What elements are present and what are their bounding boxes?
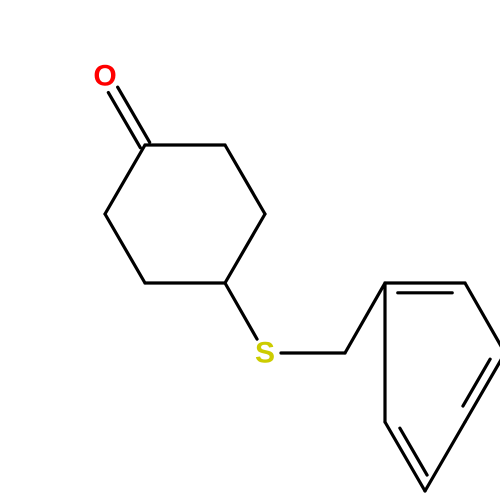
bond-single: [225, 214, 265, 283]
bond-single: [345, 283, 385, 353]
bond-single: [225, 283, 257, 339]
molecule-canvas: OS: [0, 0, 500, 500]
atom-label-s: S: [255, 337, 275, 370]
bonds-group: [105, 87, 500, 491]
bond-double-outer: [385, 422, 425, 491]
bond-single: [225, 145, 265, 214]
bond-single: [465, 283, 500, 353]
bond-double-outer: [465, 353, 500, 422]
bond-single: [425, 422, 465, 491]
atom-label-o: O: [93, 60, 116, 93]
bond-single: [105, 145, 145, 214]
bond-single: [105, 214, 145, 283]
